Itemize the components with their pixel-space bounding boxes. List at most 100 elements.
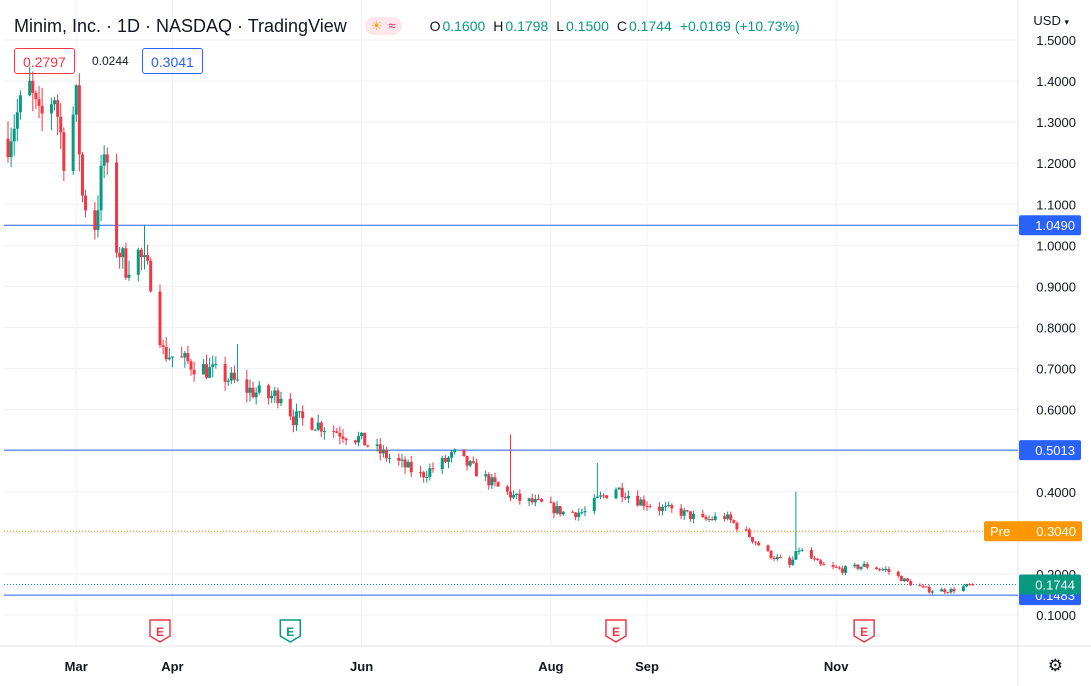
y-tick-label: 0.7000 <box>1036 362 1076 377</box>
candle-body <box>921 586 925 588</box>
candle-body <box>77 85 81 155</box>
candle-body <box>360 432 364 437</box>
candle-body <box>642 499 646 506</box>
candle-body <box>208 367 212 378</box>
earnings-badge <box>149 619 171 643</box>
hline-price-label: 1.0490 <box>1035 218 1075 233</box>
pre-market-label: Pre <box>990 524 1010 539</box>
candle-body <box>462 449 466 456</box>
sell-price-button[interactable]: 0.2797 <box>14 48 75 74</box>
candle-body <box>561 511 565 515</box>
hline-price-label: 0.5013 <box>1035 443 1075 458</box>
candle-body <box>602 495 606 497</box>
candle-body <box>400 459 404 461</box>
candle-body <box>657 506 661 511</box>
candle-body <box>450 452 454 458</box>
candle-body <box>31 80 35 93</box>
candle-body <box>747 529 751 538</box>
earnings-icon[interactable]: E <box>279 619 302 643</box>
candle-body <box>15 112 19 129</box>
candle-body <box>446 457 450 462</box>
pre-market-plate <box>984 521 1082 542</box>
buy-price-button[interactable]: 0.3041 <box>142 48 203 74</box>
candle-body <box>484 474 488 477</box>
candle-body <box>49 104 53 114</box>
candle-body <box>775 556 779 560</box>
currency-selector[interactable]: USD ▾ <box>1033 13 1069 28</box>
candle-body <box>189 361 193 370</box>
close-key: C <box>616 18 627 34</box>
chart-header: Minim, Inc. · 1D · NASDAQ · TradingView … <box>14 14 800 38</box>
candle-body <box>930 591 934 593</box>
symbol-title[interactable]: Minim, Inc. · 1D · NASDAQ · TradingView <box>14 15 347 36</box>
y-tick-label: 0.4000 <box>1036 485 1076 500</box>
candle-body <box>704 516 708 520</box>
candle-body <box>357 436 361 443</box>
candle-body <box>769 550 773 558</box>
candle-body <box>530 498 534 503</box>
candle-body <box>819 560 823 565</box>
candle-body <box>124 248 128 278</box>
x-tick-label: Jun <box>350 659 373 674</box>
candle-body <box>754 541 758 543</box>
candle-body <box>211 364 215 368</box>
candle-body <box>294 411 298 426</box>
candle-body <box>139 249 143 258</box>
candle-body <box>406 461 410 468</box>
candle-body <box>924 586 928 588</box>
candle-body <box>918 585 922 587</box>
candle-body <box>115 162 119 253</box>
candle-body <box>146 255 150 261</box>
candle-body <box>291 416 295 426</box>
candle-body <box>232 372 236 380</box>
candle-body <box>865 563 869 568</box>
x-tick-label: Mar <box>65 659 88 674</box>
candle-body <box>812 558 816 560</box>
candle-body <box>425 477 429 479</box>
candle-body <box>623 497 627 499</box>
candle-body <box>236 379 240 381</box>
candle-body <box>896 571 900 577</box>
candle-body <box>961 586 965 592</box>
candle-body <box>338 432 342 437</box>
candle-body <box>397 457 401 461</box>
candle-body <box>84 195 88 211</box>
candle-body <box>344 438 348 441</box>
candle-body <box>822 564 826 566</box>
candle-body <box>186 353 190 362</box>
candle-body <box>685 510 689 512</box>
earnings-icon[interactable]: E <box>853 619 875 643</box>
gear-icon[interactable]: ⚙ <box>1047 656 1063 675</box>
candle-body <box>496 481 500 487</box>
candle-body <box>750 537 754 542</box>
candle-body <box>723 516 727 519</box>
y-tick-label: 1.4000 <box>1036 74 1076 89</box>
candle-body <box>862 563 866 567</box>
ohlc-values: O 0.1600 H 0.1798 L 0.1500 C 0.1744 +0.0169 … <box>424 18 800 34</box>
candle-body <box>682 510 686 516</box>
candle-body <box>180 356 184 358</box>
candle-body <box>270 395 274 399</box>
y-tick-label: 0.6000 <box>1036 403 1076 418</box>
candle-body <box>105 154 109 163</box>
candle-body <box>626 495 630 499</box>
candle-body <box>251 387 255 398</box>
candle-body <box>62 132 66 171</box>
earnings-icon[interactable]: E <box>149 619 171 643</box>
candle-body <box>183 353 187 358</box>
candle-body <box>536 498 540 500</box>
x-tick-label: Nov <box>824 659 849 674</box>
candle-body <box>409 461 413 473</box>
candle-body <box>592 497 596 512</box>
session-badges[interactable]: ☀ ≈ <box>364 17 402 35</box>
candle-body <box>319 422 323 432</box>
candle-body <box>856 564 860 569</box>
candle-body <box>595 496 599 498</box>
earnings-icon[interactable]: E <box>605 619 627 643</box>
chevron-down-icon: ▾ <box>1064 17 1069 27</box>
time-axis[interactable]: Mar Apr Jun Aug Sep Nov <box>65 659 850 674</box>
earnings-label: E <box>612 625 620 639</box>
candle-body <box>161 345 165 347</box>
